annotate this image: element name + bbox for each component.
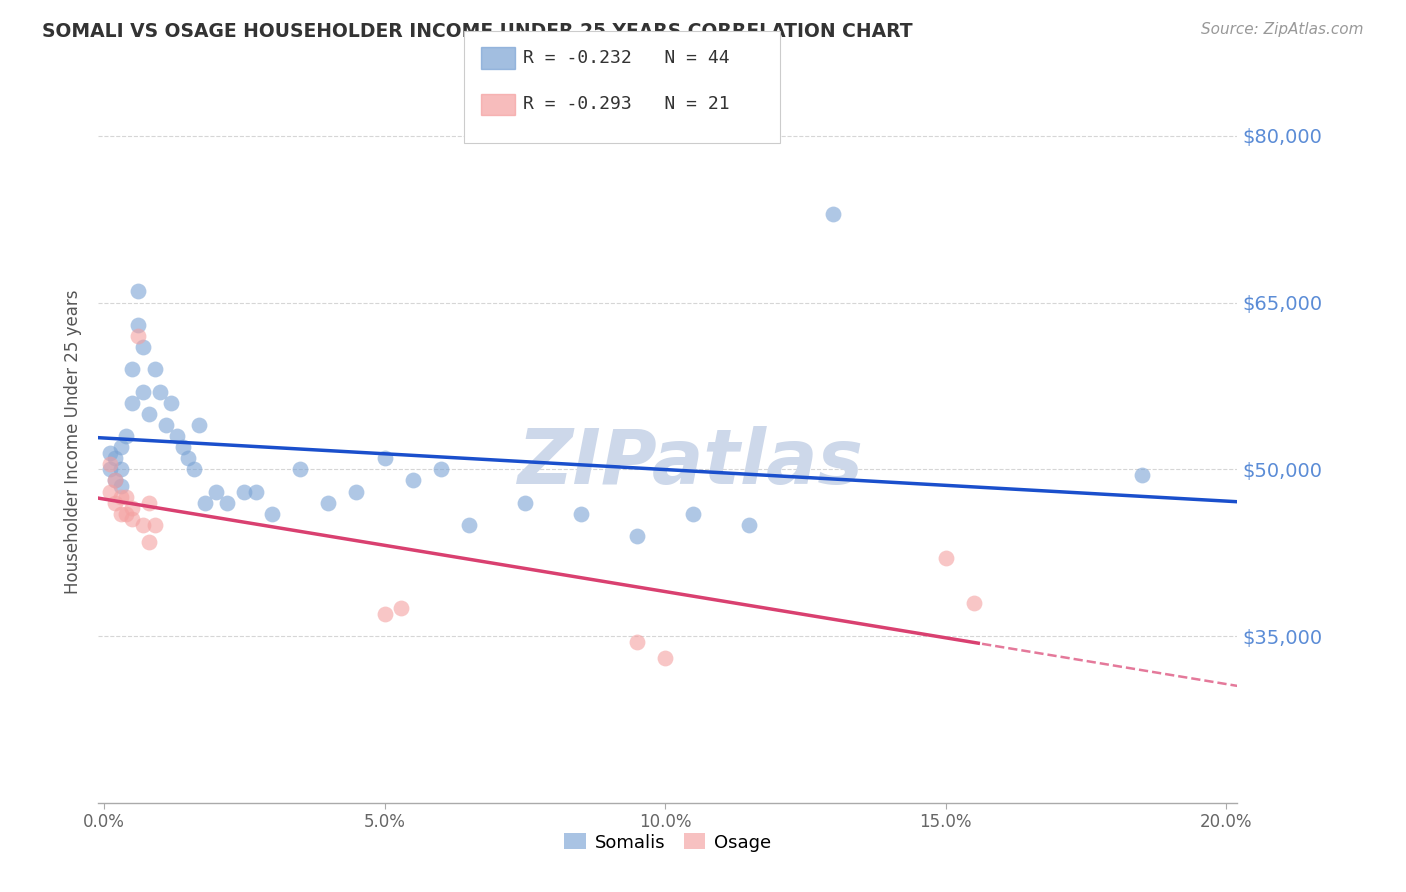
Point [188,417,211,432]
Point [98,462,121,476]
Point [138,496,160,510]
Point [138,407,160,421]
Point [233,484,256,499]
Point [183,462,205,476]
Point [110,440,132,454]
Point [104,474,127,488]
Point [121,362,143,376]
Text: Source: ZipAtlas.com: Source: ZipAtlas.com [1201,22,1364,37]
Point [110,462,132,476]
Point [373,607,395,621]
Point [160,395,183,409]
Point [138,534,160,549]
Point [457,517,479,532]
Point [98,445,121,459]
Text: R = -0.232   N = 44: R = -0.232 N = 44 [523,49,730,67]
Point [127,318,149,332]
Point [115,429,138,443]
Point [738,517,761,532]
Text: ZIPatlas: ZIPatlas [517,426,863,500]
Text: R = -0.293   N = 21: R = -0.293 N = 21 [523,95,730,113]
Point [155,417,177,432]
Point [127,285,149,299]
Point [115,507,138,521]
Point [110,507,132,521]
Point [513,496,536,510]
Point [654,651,676,665]
Point [143,362,166,376]
Point [318,496,340,510]
Point [121,501,143,516]
Text: SOMALI VS OSAGE HOUSEHOLDER INCOME UNDER 25 YEARS CORRELATION CHART: SOMALI VS OSAGE HOUSEHOLDER INCOME UNDER… [42,22,912,41]
Point [194,496,217,510]
Point [110,490,132,504]
Point [217,496,239,510]
Point [98,484,121,499]
Point [962,596,984,610]
Point [132,340,155,354]
Point [682,507,704,521]
Point [389,601,412,615]
Y-axis label: Householder Income Under 25 years: Householder Income Under 25 years [65,289,83,594]
Point [245,484,267,499]
Point [262,507,284,521]
Point [166,429,188,443]
Point [143,517,166,532]
Point [121,512,143,526]
Point [346,484,368,499]
Point [115,490,138,504]
Point [104,496,127,510]
Point [569,507,592,521]
Point [132,517,155,532]
Point [373,451,395,466]
Point [132,384,155,399]
Point [205,484,228,499]
Point [290,462,312,476]
Point [429,462,451,476]
Legend: Somalis, Osage: Somalis, Osage [557,826,779,859]
Point [110,479,132,493]
Point [127,329,149,343]
Point [1130,467,1153,482]
Point [104,474,127,488]
Point [823,207,845,221]
Point [121,395,143,409]
Point [626,634,648,648]
Point [401,474,423,488]
Point [149,384,172,399]
Point [935,551,957,566]
Point [104,451,127,466]
Point [98,457,121,471]
Point [172,440,194,454]
Point [177,451,200,466]
Point [626,529,648,543]
